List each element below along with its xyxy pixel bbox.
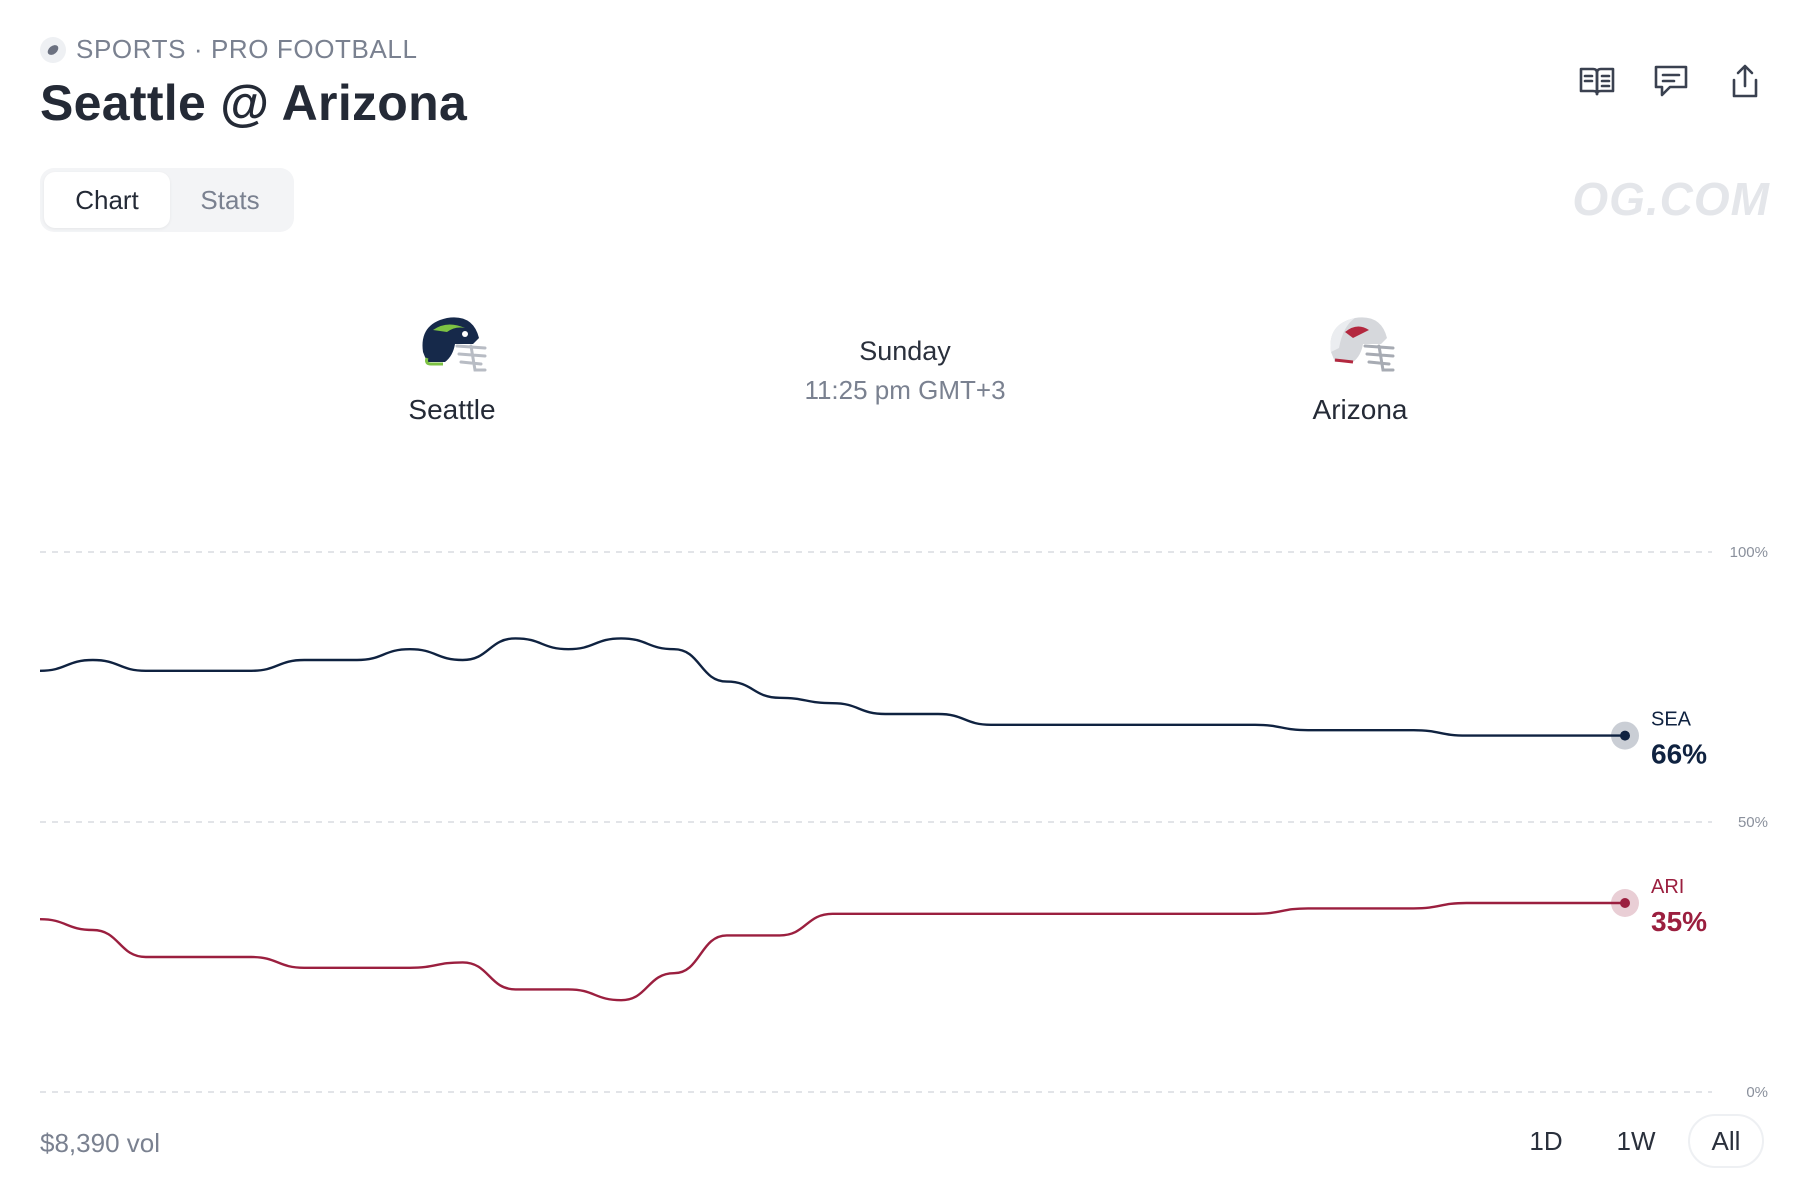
team-home[interactable]: Seattle [342, 308, 562, 426]
series-line-sea [39, 637, 1625, 737]
series-value-label-ari: 35% [1651, 906, 1707, 937]
comment-icon [1654, 65, 1688, 97]
volume-text: $8,390 vol [40, 1128, 160, 1158]
y-tick-label-100: 100% [1730, 544, 1768, 561]
seahawks-helmet-icon [422, 317, 487, 372]
page-title: Seattle @ Arizona [40, 75, 468, 131]
tab-stats[interactable]: Stats [200, 184, 260, 215]
game-day: Sunday [859, 336, 951, 366]
range-1d-button[interactable]: 1D [1529, 1125, 1563, 1156]
series-line-ari [39, 901, 1625, 1002]
game-time: 11:25 pm GMT+3 [804, 375, 1006, 405]
range-1w-button[interactable]: 1W [1616, 1125, 1656, 1156]
book-open-icon [1579, 67, 1615, 96]
game-schedule: Sunday 11:25 pm GMT+3 [760, 336, 1050, 406]
range-all-button[interactable]: All [1688, 1114, 1764, 1168]
y-tick-label-50: 50% [1738, 814, 1768, 831]
tab-chart[interactable]: Chart [44, 172, 170, 228]
series-endpoint-halo-sea [1611, 721, 1639, 750]
breadcrumb[interactable]: SPORTS · PRO FOOTBALL [40, 34, 418, 65]
share-icon [1732, 64, 1758, 98]
y-tick-label-0: 0% [1746, 1084, 1768, 1101]
team-away[interactable]: Arizona [1250, 308, 1470, 426]
series-endpoint-ari [1620, 898, 1630, 908]
cardinals-helmet-icon [1330, 317, 1395, 372]
series-value-label-sea: 66% [1651, 739, 1707, 770]
watermark-logo: OG.COM [1572, 173, 1770, 225]
team-name-home: Seattle [408, 394, 496, 425]
comments-button[interactable] [1652, 62, 1690, 100]
football-icon [40, 36, 66, 63]
series-name-label-ari: ARI [1651, 876, 1684, 898]
team-name-away: Arizona [1312, 394, 1408, 425]
series-name-label-sea: SEA [1651, 709, 1692, 731]
rules-button[interactable] [1578, 62, 1616, 100]
series-endpoint-halo-ari [1611, 889, 1639, 917]
range-selector: 1D 1W All [1508, 1114, 1764, 1168]
series-endpoint-sea [1620, 730, 1630, 741]
header-actions [1578, 62, 1764, 100]
share-button[interactable] [1726, 62, 1764, 100]
breadcrumb-text[interactable]: SPORTS · PRO FOOTBALL [76, 34, 418, 64]
view-tabs: Chart Stats [40, 168, 294, 232]
